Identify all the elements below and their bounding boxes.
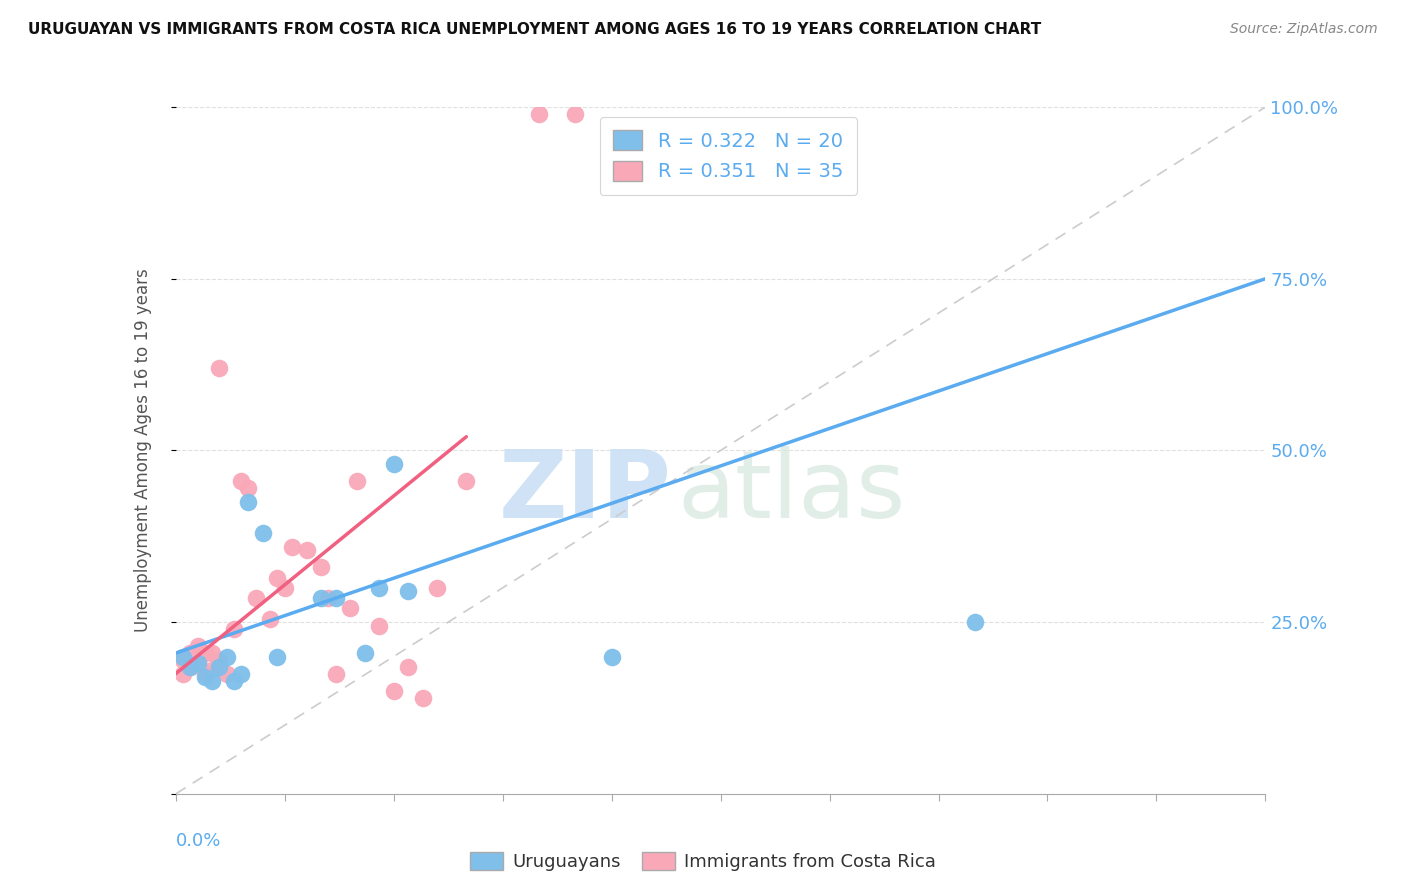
Point <box>208 361 231 376</box>
Point <box>252 525 274 540</box>
Point <box>179 660 201 674</box>
Point <box>382 683 405 698</box>
Point <box>346 475 368 489</box>
Text: ZIP: ZIP <box>499 446 672 538</box>
Point <box>368 618 391 632</box>
Y-axis label: Unemployment Among Ages 16 to 19 years: Unemployment Among Ages 16 to 19 years <box>134 268 152 632</box>
Point <box>396 584 419 599</box>
Point <box>231 475 253 489</box>
Point <box>194 666 217 681</box>
Point <box>259 612 281 626</box>
Point <box>238 481 260 495</box>
Point <box>172 653 194 667</box>
Point <box>339 601 361 615</box>
Point <box>281 540 304 554</box>
Point <box>186 639 209 653</box>
Point <box>396 660 419 674</box>
Point <box>201 673 224 688</box>
Point <box>186 657 209 671</box>
Text: Source: ZipAtlas.com: Source: ZipAtlas.com <box>1230 22 1378 37</box>
Point <box>266 649 288 664</box>
Point <box>426 581 449 595</box>
Point <box>201 663 224 677</box>
Point <box>266 570 288 584</box>
Text: URUGUAYAN VS IMMIGRANTS FROM COSTA RICA UNEMPLOYMENT AMONG AGES 16 TO 19 YEARS C: URUGUAYAN VS IMMIGRANTS FROM COSTA RICA … <box>28 22 1042 37</box>
Point <box>456 475 478 489</box>
Point <box>382 457 405 471</box>
Point <box>215 666 238 681</box>
Point <box>325 591 347 606</box>
Point <box>186 657 209 671</box>
Legend: R = 0.322   N = 20, R = 0.351   N = 35: R = 0.322 N = 20, R = 0.351 N = 35 <box>599 117 856 194</box>
Point <box>963 615 986 630</box>
Point <box>215 649 238 664</box>
Point <box>325 666 347 681</box>
Point <box>368 581 391 595</box>
Point <box>222 622 245 636</box>
Point <box>231 666 253 681</box>
Point <box>412 690 434 705</box>
Point <box>201 646 224 660</box>
Point <box>309 560 332 574</box>
Point <box>172 649 194 664</box>
Point <box>194 670 217 684</box>
Point <box>222 673 245 688</box>
Point <box>208 653 231 667</box>
Point <box>238 495 260 509</box>
Point <box>527 107 550 121</box>
Point <box>353 646 375 660</box>
Point <box>318 591 340 606</box>
Point <box>179 660 201 674</box>
Text: 0.0%: 0.0% <box>176 831 221 850</box>
Point <box>274 581 297 595</box>
Legend: Uruguayans, Immigrants from Costa Rica: Uruguayans, Immigrants from Costa Rica <box>463 846 943 879</box>
Point <box>179 646 201 660</box>
Point <box>600 649 623 664</box>
Text: atlas: atlas <box>678 446 905 538</box>
Point <box>208 660 231 674</box>
Point <box>172 666 194 681</box>
Point <box>309 591 332 606</box>
Point <box>245 591 267 606</box>
Point <box>564 107 586 121</box>
Point <box>295 543 318 558</box>
Point <box>194 646 217 660</box>
